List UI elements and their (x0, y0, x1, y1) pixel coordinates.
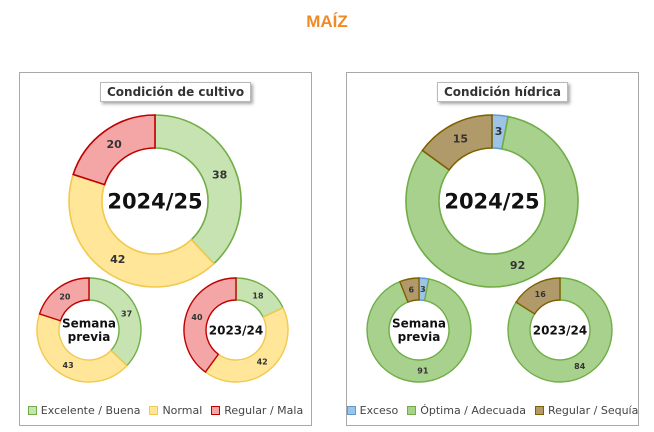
legend-label-regular: Regular / Mala (224, 404, 304, 417)
panel-title-crop-condition: Condición de cultivo (100, 82, 252, 102)
donut-value-label: 16 (535, 290, 547, 299)
legend-swatch-sequia (534, 406, 544, 415)
page-title: MAÍZ (306, 12, 348, 31)
donut-value-label: 3 (495, 125, 503, 138)
panel-crop-condition: 38 42 20 2024/25 37 43 20 Semana previa 18 42 40 202… (19, 72, 312, 426)
donut-slice-normal (36, 313, 128, 383)
donut-slice-optima (405, 115, 579, 288)
donut-value-label: 6 (409, 286, 415, 295)
donut-center-label: 2023/24 (533, 323, 587, 337)
donut-value-label: 40 (191, 313, 203, 322)
panel-title-water-condition: Condición hídrica (437, 82, 568, 102)
donut-center-label: Semana (62, 317, 116, 331)
donut-center-label: 2023/24 (209, 323, 263, 337)
donut-slice-excelente (88, 277, 142, 367)
panel-water-condition: 3 92 15 2024/25 3 91 6 Semana previa 84 16 2023/24 … (346, 72, 639, 426)
legend-label-exceso: Exceso (359, 404, 399, 417)
legend-item-optima: Óptima / Adecuada (407, 404, 526, 417)
donut-value-label: 20 (59, 293, 71, 302)
donut-value-label: 3 (420, 285, 426, 294)
legend-label-excelente: Excelente / Buena (40, 404, 141, 417)
donut-slice-optima (366, 278, 472, 383)
donut-value-label: 42 (110, 253, 125, 266)
legend-water-condition: Exceso Óptima / Adecuada Regular / Sequí… (346, 404, 639, 417)
donut-slice-optima (507, 277, 613, 383)
legend-swatch-optima (407, 406, 417, 415)
donut-slice-regular (72, 114, 156, 186)
donut-value-label: 38 (212, 169, 227, 182)
donut-value-label: 20 (106, 138, 122, 151)
donut-value-label: 37 (121, 310, 132, 319)
legend-swatch-normal (149, 406, 159, 415)
donut-slice-sequia (398, 277, 420, 304)
legend-swatch-excelente (27, 406, 37, 415)
donut-value-label: 42 (257, 357, 268, 366)
legend-item-exceso: Exceso (346, 404, 399, 417)
donut-center-label: 2024/25 (107, 190, 202, 214)
legend-item-normal: Normal (149, 404, 202, 417)
donut-center-label: previa (398, 330, 441, 344)
donut-slice-normal (204, 306, 289, 383)
legend-swatch-regular (211, 406, 221, 415)
legend-label-optima: Óptima / Adecuada (420, 404, 526, 417)
donut-value-label: 84 (574, 362, 586, 371)
donut-slice-sequia (515, 277, 561, 315)
donut-slice-regular (183, 277, 237, 374)
legend-label-normal: Normal (162, 404, 203, 417)
donut-slice-normal (68, 173, 216, 288)
legend-item-sequia: Regular / Sequía (534, 404, 639, 417)
donut-value-label: 92 (510, 259, 525, 272)
donut-slice-regular (38, 277, 90, 322)
donut-value-label: 15 (453, 132, 468, 145)
legend-crop-condition: Excelente / Buena Normal Regular / Mala (20, 404, 311, 417)
donut-slice-sequia (421, 114, 493, 171)
donut-value-label: 43 (63, 361, 74, 370)
donut-value-label: 18 (252, 291, 264, 300)
legend-item-regular: Regular / Mala (211, 404, 303, 417)
donut-center-label: previa (68, 330, 111, 344)
donut-center-label: 2024/25 (444, 190, 539, 214)
legend-swatch-exceso (346, 406, 356, 415)
legend-item-excelente: Excelente / Buena (27, 404, 141, 417)
legend-label-sequia: Regular / Sequía (547, 404, 639, 417)
donut-slice-excelente (154, 114, 242, 265)
donut-value-label: 91 (417, 367, 429, 376)
donut-center-label: Semana (392, 317, 446, 331)
